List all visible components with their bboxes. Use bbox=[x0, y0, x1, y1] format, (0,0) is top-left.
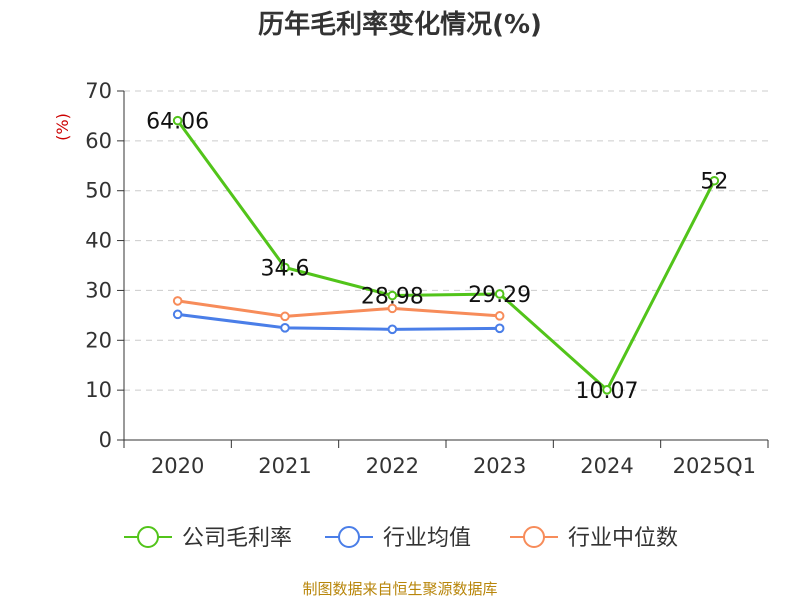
data-label: 10.07 bbox=[576, 379, 639, 404]
legend-label: 公司毛利率 bbox=[182, 526, 292, 551]
y-tick-label: 0 bbox=[99, 428, 112, 452]
legend-swatch-marker bbox=[338, 526, 360, 548]
source-note: 制图数据来自恒生聚源数据库 bbox=[302, 580, 498, 598]
grid-lines bbox=[124, 90, 768, 391]
x-tick-label: 2023 bbox=[473, 454, 526, 478]
x-tick-label: 2024 bbox=[580, 454, 633, 478]
data-label: 29.29 bbox=[468, 283, 531, 308]
legend-swatch-marker bbox=[523, 526, 545, 548]
data-point bbox=[172, 296, 183, 306]
y-axis-label: (%) bbox=[53, 113, 72, 141]
data-labels: 64.06 34.6 28.98 29.29 10.07 52 bbox=[146, 110, 728, 404]
series-line bbox=[176, 119, 716, 392]
series-lines bbox=[172, 115, 720, 395]
data-point bbox=[709, 175, 720, 186]
data-point bbox=[602, 384, 612, 395]
x-tick-label: 2021 bbox=[258, 454, 311, 478]
y-tick-label: 30 bbox=[85, 278, 112, 302]
data-point bbox=[494, 323, 505, 334]
data-point bbox=[387, 303, 398, 314]
legend-swatch-marker bbox=[137, 526, 159, 548]
data-point bbox=[387, 324, 398, 335]
data-point bbox=[172, 309, 183, 320]
legend-label: 行业均值 bbox=[383, 526, 471, 551]
y-tick-label: 60 bbox=[85, 129, 112, 153]
data-label: 64.06 bbox=[146, 110, 209, 135]
data-point bbox=[494, 289, 505, 299]
data-label: 34.6 bbox=[261, 256, 310, 281]
data-label: 28.98 bbox=[361, 285, 424, 310]
y-tick-label: 50 bbox=[85, 179, 112, 203]
legend: 公司毛利率 行业均值 行业中位数 bbox=[124, 526, 678, 551]
data-point bbox=[280, 323, 290, 333]
y-tick-label: 40 bbox=[85, 229, 112, 253]
data-point bbox=[387, 290, 398, 301]
data-point bbox=[280, 262, 290, 273]
series-line bbox=[177, 312, 500, 331]
x-tick-label: 2025Q1 bbox=[673, 454, 756, 478]
series-line bbox=[177, 299, 500, 318]
data-point bbox=[494, 311, 505, 321]
y-tick-label: 70 bbox=[85, 79, 112, 103]
legend-label: 行业中位数 bbox=[568, 526, 678, 551]
y-tick-label: 10 bbox=[85, 378, 112, 402]
y-tick-label: 20 bbox=[85, 328, 112, 352]
data-label: 52 bbox=[700, 170, 728, 195]
x-tick-label: 2022 bbox=[366, 454, 419, 478]
data-point bbox=[280, 311, 290, 322]
chart-title: 历年毛利率变化情况(%) bbox=[258, 10, 542, 40]
data-point bbox=[172, 115, 183, 126]
axes: 0 10 20 30 40 50 60 70 2020 2021 2022 2023 2024 2025Q… bbox=[53, 79, 769, 478]
x-tick-label: 2020 bbox=[151, 454, 204, 478]
